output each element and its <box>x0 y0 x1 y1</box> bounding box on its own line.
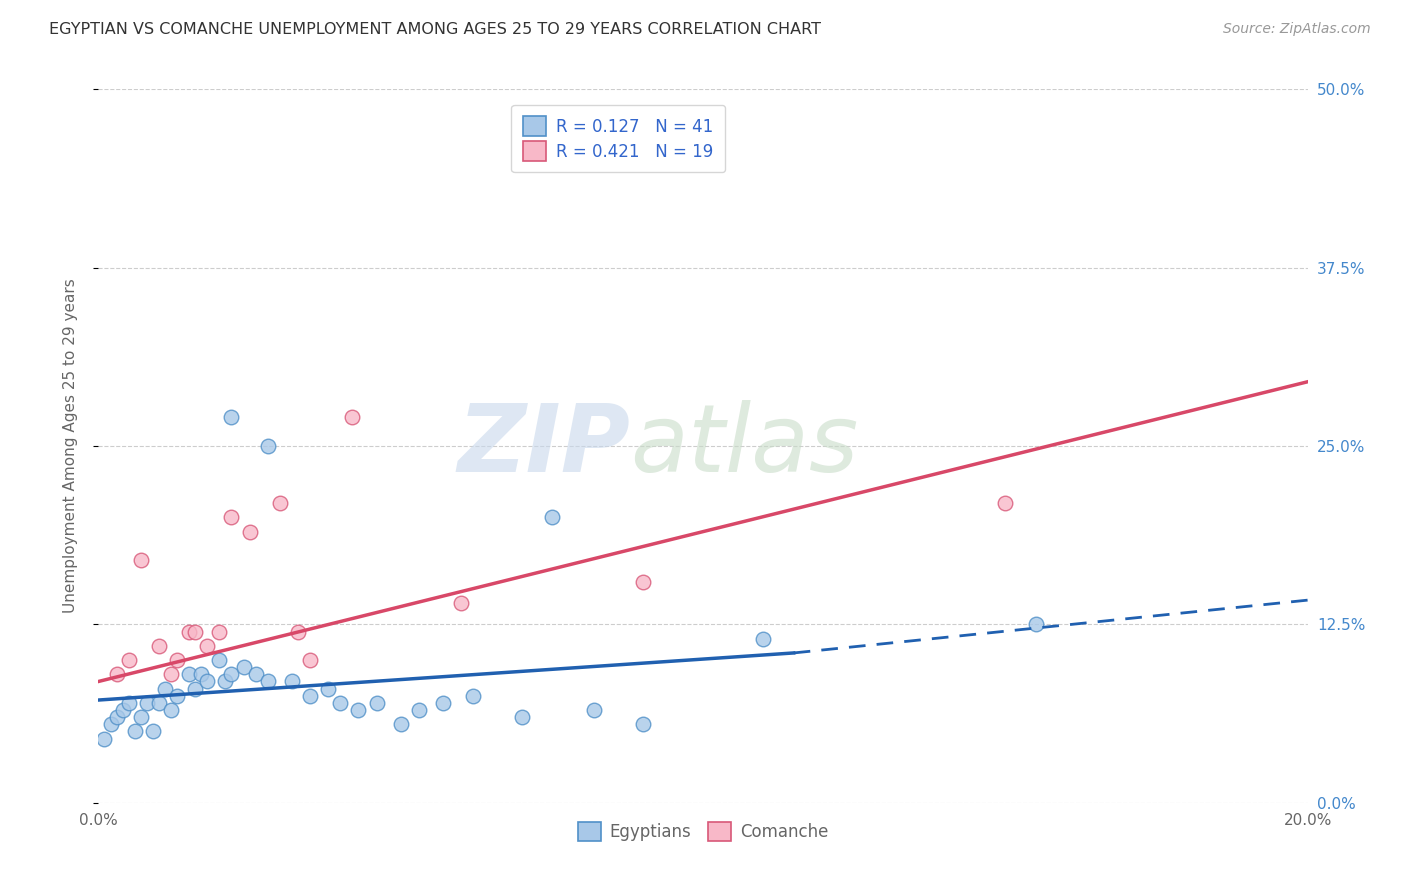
Point <box>214 674 236 689</box>
Point <box>752 632 775 646</box>
Point <box>208 653 231 667</box>
Point <box>221 667 243 681</box>
Point <box>105 667 128 681</box>
Point <box>100 717 122 731</box>
Point <box>245 667 267 681</box>
Point <box>118 653 141 667</box>
Text: ZIP: ZIP <box>457 400 630 492</box>
Legend: Egyptians, Comanche: Egyptians, Comanche <box>571 815 835 848</box>
Point <box>347 703 370 717</box>
Point <box>166 653 188 667</box>
Point <box>179 624 201 639</box>
Point <box>160 667 183 681</box>
Point <box>408 703 430 717</box>
Point <box>256 674 278 689</box>
Point <box>129 710 152 724</box>
Point <box>179 667 201 681</box>
Point <box>221 510 243 524</box>
Point <box>221 410 243 425</box>
Point <box>256 439 278 453</box>
Point <box>281 674 304 689</box>
Point <box>93 731 115 746</box>
Point <box>232 660 254 674</box>
Point <box>1024 617 1046 632</box>
Point <box>124 724 146 739</box>
Point <box>631 717 654 731</box>
Point <box>184 681 207 696</box>
Point <box>148 696 170 710</box>
Point <box>160 703 183 717</box>
Point <box>195 674 218 689</box>
Point <box>540 510 562 524</box>
Text: Source: ZipAtlas.com: Source: ZipAtlas.com <box>1223 22 1371 37</box>
Point <box>153 681 176 696</box>
Point <box>166 689 188 703</box>
Point <box>148 639 170 653</box>
Point <box>184 624 207 639</box>
Point <box>111 703 134 717</box>
Point <box>342 410 364 425</box>
Point <box>105 710 128 724</box>
Point <box>287 624 309 639</box>
Y-axis label: Unemployment Among Ages 25 to 29 years: Unemployment Among Ages 25 to 29 years <box>63 278 77 614</box>
Point <box>463 689 485 703</box>
Point <box>389 717 412 731</box>
Point <box>269 496 291 510</box>
Text: atlas: atlas <box>630 401 859 491</box>
Point <box>129 553 152 567</box>
Point <box>195 639 218 653</box>
Point <box>190 667 212 681</box>
Point <box>583 703 606 717</box>
Point <box>118 696 141 710</box>
Point <box>316 681 339 696</box>
Point <box>450 596 472 610</box>
Point <box>510 710 533 724</box>
Text: EGYPTIAN VS COMANCHE UNEMPLOYMENT AMONG AGES 25 TO 29 YEARS CORRELATION CHART: EGYPTIAN VS COMANCHE UNEMPLOYMENT AMONG … <box>49 22 821 37</box>
Point <box>299 653 322 667</box>
Point <box>299 689 322 703</box>
Point <box>135 696 157 710</box>
Point <box>366 696 388 710</box>
Point <box>432 696 454 710</box>
Point <box>631 574 654 589</box>
Point <box>142 724 165 739</box>
Point <box>208 624 231 639</box>
Point <box>994 496 1017 510</box>
Point <box>239 524 262 539</box>
Point <box>329 696 352 710</box>
